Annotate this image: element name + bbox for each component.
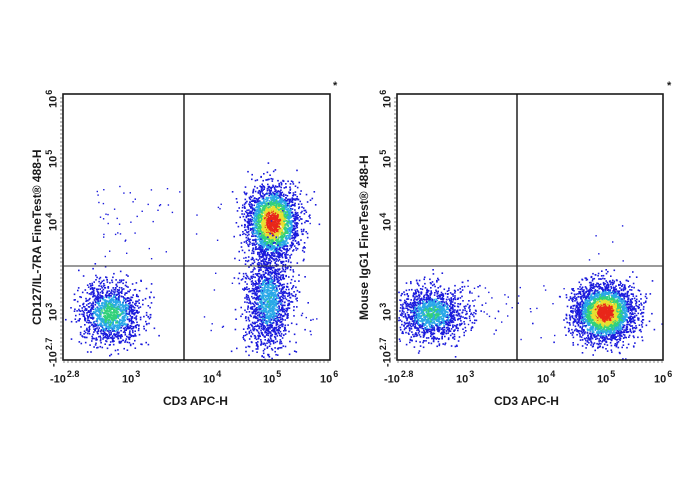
scatter-plot-isotype: [394, 93, 664, 363]
sparse-events: [467, 225, 624, 341]
x-axis-ticks: [397, 360, 663, 363]
x-tick-label: 104: [537, 369, 556, 386]
cloud-lower-right: [532, 269, 663, 360]
y-axis-label: Mouse IgG1 FineTest® 488-H: [357, 155, 371, 320]
cloud-lower-right: [230, 231, 312, 361]
cloud-upper-right: [231, 162, 321, 281]
plot-panel-isotype: Mouse IgG1 FineTest® 488-H CD3 APC-H * -…: [334, 0, 678, 490]
x-tick-label: 104: [203, 369, 222, 386]
x-tick-label: 106: [654, 369, 673, 386]
plot-panel-cd127: CD127/IL-7RA FineTest® 488-H CD3 APC-H *…: [30, 80, 339, 408]
x-axis-label: CD3 APC-H: [163, 394, 228, 408]
x-axis-ticks: [63, 360, 329, 363]
scatter-plot-cd127: [60, 93, 331, 363]
x-tick-label: 103: [456, 369, 475, 386]
y-axis-ticks: [394, 97, 397, 359]
x-tick-label: 106: [320, 369, 339, 386]
y-tick-label: -102.7: [378, 337, 394, 367]
x-tick-label: 105: [597, 369, 616, 386]
y-tick-label: 103: [44, 302, 60, 321]
x-tick-label: 103: [122, 369, 141, 386]
y-tick-label: 106: [44, 89, 60, 108]
y-axis-ticks: [60, 97, 63, 359]
corner-marker: *: [667, 80, 672, 92]
corner-marker: *: [333, 80, 338, 92]
x-axis-label: CD3 APC-H: [494, 394, 559, 408]
y-tick-label: 104: [378, 212, 394, 231]
x-tick-label: -102.8: [384, 369, 414, 386]
y-tick-label: 104: [44, 212, 60, 231]
plot-frame: [62, 93, 331, 361]
cloud-lower-left: [65, 263, 160, 357]
x-tick-label: 105: [263, 369, 282, 386]
y-tick-label: 103: [378, 302, 394, 321]
y-tick-label: 105: [378, 149, 394, 168]
x-tick-label: -102.8: [50, 369, 80, 386]
y-tick-label: -102.7: [44, 337, 60, 367]
y-tick-label: 105: [44, 149, 60, 168]
y-axis-label: CD127/IL-7RA FineTest® 488-H: [30, 149, 44, 325]
cloud-lower-left: [398, 269, 497, 358]
y-tick-label: 106: [378, 89, 394, 108]
sparse-upper-left: [96, 185, 318, 336]
